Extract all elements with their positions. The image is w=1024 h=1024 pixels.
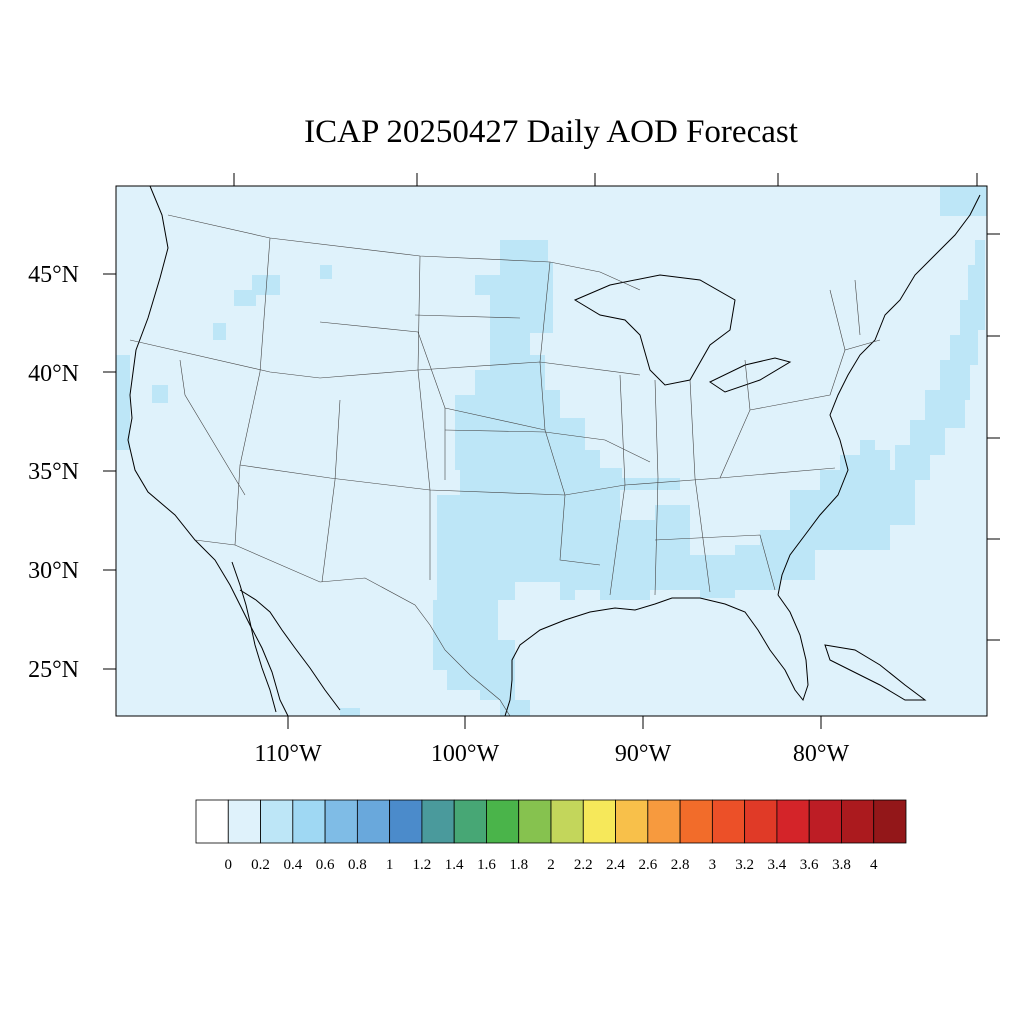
map-title: ICAP 20250427 Daily AOD Forecast	[304, 114, 798, 150]
aod-region-atlantic	[860, 240, 985, 545]
aod-patch-nevada	[152, 385, 168, 403]
lon-label: 110°W	[254, 741, 322, 767]
colorbar-label: 3	[709, 857, 717, 873]
colorbar-swatch	[808, 799, 842, 844]
map-panel: 45°N 40°N 35°N 30°N 25°N 110°W 100°W 90°…	[28, 173, 1000, 767]
colorbar-label: 1.6	[477, 857, 496, 873]
atlantic-coast	[777, 194, 981, 596]
colorbar-swatch	[615, 799, 649, 844]
aod-patch-idaho	[252, 275, 280, 295]
great-lakes	[573, 274, 736, 386]
colorbar-swatch	[389, 799, 423, 844]
colorbar-label: 1.4	[445, 857, 464, 873]
colorbar-label: 1	[386, 857, 394, 873]
colorbar-label: 2.6	[638, 857, 657, 873]
lon-label: 100°W	[431, 741, 500, 767]
pacific-coast	[127, 186, 289, 716]
lon-label: 80°W	[793, 741, 850, 767]
colorbar-label: 0.8	[348, 857, 367, 873]
colorbar-swatch	[744, 799, 778, 844]
colorbar-label: 0.2	[251, 857, 270, 873]
aod-patch-idaho-2	[234, 290, 256, 306]
lat-label: 25°N	[28, 657, 79, 683]
colorbar-swatch	[776, 799, 810, 844]
map-frame	[115, 185, 988, 717]
colorbar-swatch	[260, 799, 294, 844]
colorbar-label: 3.4	[768, 857, 787, 873]
colorbar-swatch	[227, 799, 261, 844]
colorbar-label: 3.8	[832, 857, 851, 873]
axis-ticks	[103, 173, 1000, 729]
lat-label: 45°N	[28, 262, 79, 288]
colorbar-label: 3.2	[735, 857, 754, 873]
lat-labels: 45°N 40°N 35°N 30°N 25°N	[28, 262, 79, 683]
colorbar-swatch	[453, 799, 487, 844]
colorbar-label: 2.2	[574, 857, 593, 873]
colorbar-swatch	[486, 799, 520, 844]
colorbar-label: 2	[547, 857, 555, 873]
aod-patch-mexico	[340, 708, 360, 716]
colorbar-swatch	[679, 799, 713, 844]
aod-region-gulf-maine	[940, 186, 987, 216]
lon-label: 90°W	[615, 741, 672, 767]
lake-erie	[708, 357, 792, 393]
colorbar-label: 2.4	[606, 857, 625, 873]
colorbar-swatch	[421, 799, 455, 844]
aod-field	[116, 186, 987, 716]
gulf-coast	[504, 594, 809, 716]
aod-patch-montana	[320, 265, 332, 279]
lat-label: 35°N	[28, 459, 79, 485]
canada-border	[167, 214, 641, 291]
colorbar-swatch	[550, 799, 584, 844]
colorbar-swatch	[518, 799, 552, 844]
colorbar-label: 0.4	[283, 857, 302, 873]
colorbar-swatch	[356, 799, 391, 844]
colorbar-swatch	[647, 799, 681, 844]
colorbar-swatch	[841, 799, 875, 844]
colorbar-label: 3.6	[800, 857, 819, 873]
aod-patch-oregon	[213, 323, 226, 340]
colorbar-label: 4	[870, 857, 878, 873]
coastlines	[127, 186, 981, 716]
mexico-border	[194, 539, 511, 716]
colorbar-swatch	[873, 799, 907, 844]
baja-gulf-east	[231, 561, 277, 713]
colorbar-label: 1.8	[509, 857, 528, 873]
colorbar-labels: 0 0.2 0.4 0.6 0.8 1 1.2 1.4 1.6 1.8 2 2.2 2.4 2.6 2.8 3…	[225, 857, 878, 873]
aod-region-southeast	[610, 440, 890, 600]
colorbar-swatch	[582, 799, 616, 844]
state-borders	[129, 214, 881, 716]
colorbar-label: 2.8	[671, 857, 690, 873]
colorbar-swatch	[324, 799, 358, 844]
colorbar-swatch	[711, 799, 746, 844]
colorbar-swatch	[195, 799, 229, 844]
colorbar-label: 0.6	[316, 857, 335, 873]
cuba	[824, 644, 927, 701]
lat-label: 40°N	[28, 361, 79, 387]
lat-label: 30°N	[28, 558, 79, 584]
colorbar	[195, 799, 907, 844]
aod-patch-pacific	[116, 355, 130, 450]
mexico-west-coast	[239, 589, 341, 711]
colorbar-label: 1.2	[413, 857, 432, 873]
colorbar-label: 0	[225, 857, 233, 873]
lon-labels: 110°W 100°W 90°W 80°W	[254, 741, 849, 767]
colorbar-swatch	[292, 799, 326, 844]
